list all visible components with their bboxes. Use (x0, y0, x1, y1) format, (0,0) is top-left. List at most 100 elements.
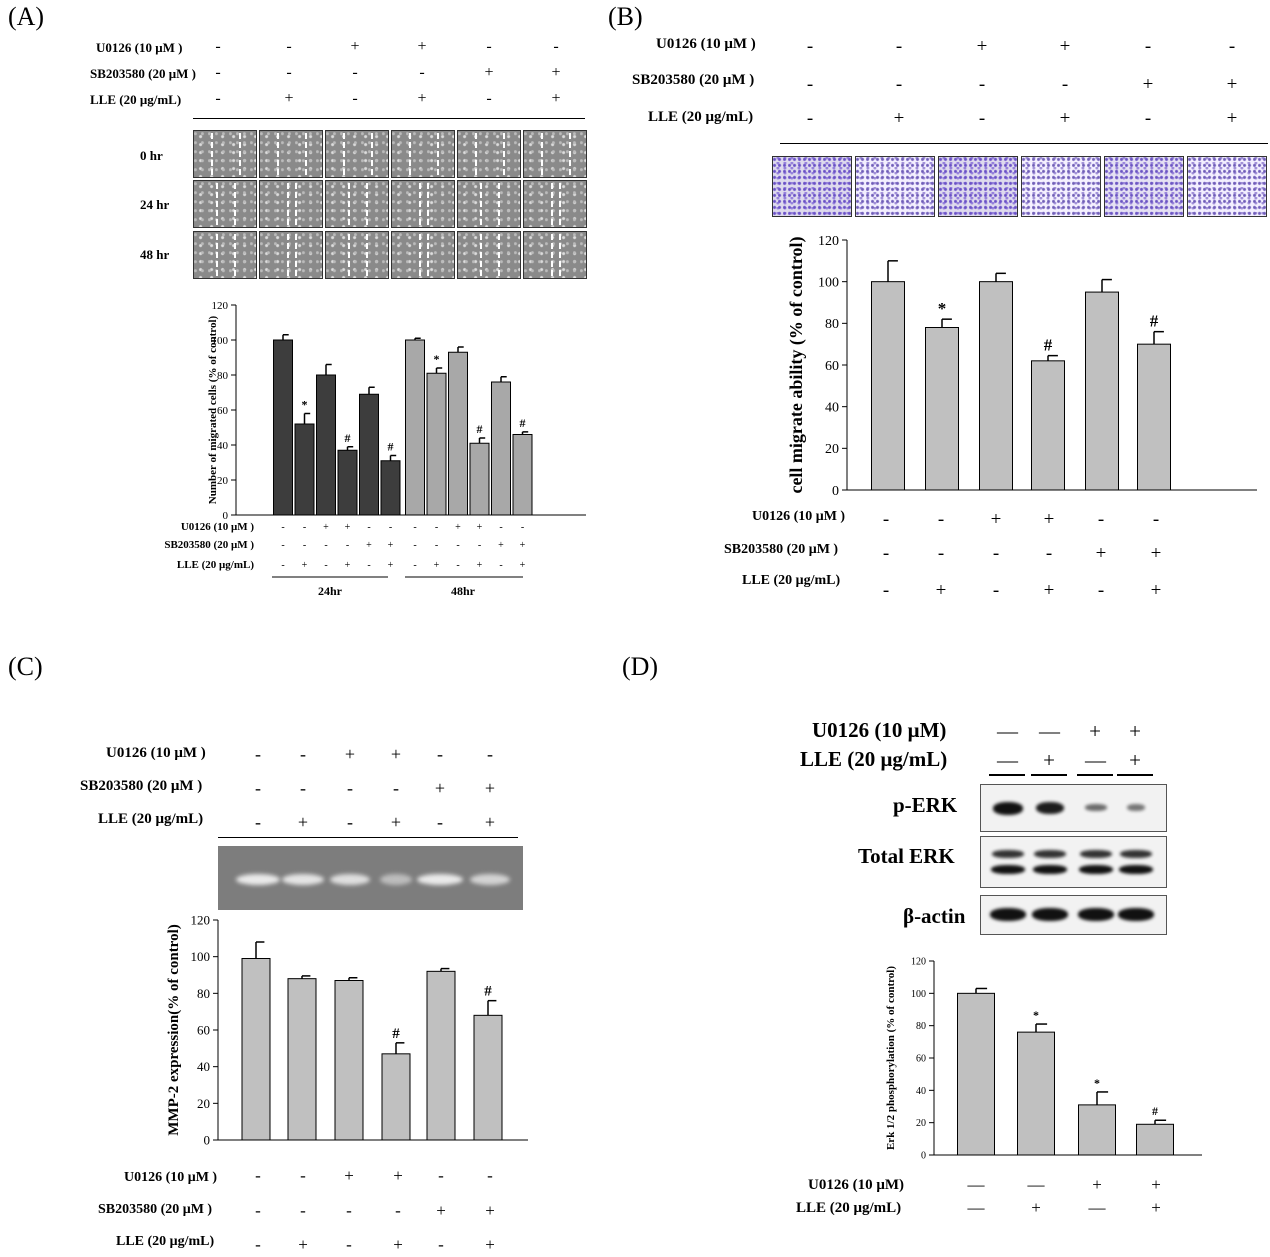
d-u0126-sign-1: — (1039, 719, 1060, 743)
c-zymogram (218, 846, 523, 910)
d-u0126-sign-0: — (997, 719, 1018, 743)
y-tick-label: 80 (217, 370, 229, 382)
b-lle-bottom-sign-1: + (935, 580, 947, 601)
wound-edge-line (480, 234, 482, 276)
wound-image (523, 180, 587, 228)
b-sb-label: SB203580 (20 μM ) (632, 72, 755, 88)
x-condition-sign: - (456, 560, 459, 571)
x-condition-sign: + (520, 540, 526, 551)
blot-label-actin: β-actin (903, 904, 966, 928)
b-sb-sign-5: + (1226, 74, 1238, 95)
b-lle-bottom-sign-5: + (1150, 580, 1162, 601)
x-condition-sign: - (456, 540, 459, 551)
y-tick-label: 100 (818, 276, 839, 291)
b-sb-sign-0: - (806, 74, 814, 95)
blot-membrane (980, 836, 1167, 888)
b-lle-bottom-sign-2: - (992, 580, 1000, 601)
y-axis-label: cell migrate ability (% of control) (786, 236, 807, 493)
a-lle-sign-3: + (417, 90, 427, 107)
chart-a: 0 20 40 60 80 100 120 Number of migrated cells … (164, 300, 586, 598)
bar (316, 374, 336, 516)
d-u0126-bottom-sign-2: + (1092, 1175, 1102, 1194)
significance-mark: # (1044, 336, 1053, 355)
blot-band (1033, 865, 1067, 874)
x-condition-sign: + (388, 540, 394, 551)
blot-band (1036, 802, 1064, 814)
y-axis-label: MMP-2 expression(% of control) (166, 924, 182, 1136)
c-u0126-sign-3: + (390, 744, 402, 764)
x-condition-sign: - (324, 540, 327, 551)
bar (491, 381, 511, 516)
d-lle-bottom-sign-3: + (1151, 1198, 1161, 1217)
wound-edge-line (559, 234, 561, 276)
panel-label-a: (A) (8, 2, 45, 31)
a-u0126-label: U0126 (10 μM ) (96, 40, 183, 55)
significance-mark: * (434, 352, 440, 366)
chart-c: 0 20 40 60 80 100 120 MMP-2 expression(% of con… (166, 913, 528, 1148)
bar (426, 970, 456, 1141)
x-condition-sign: + (477, 522, 483, 533)
d-u0126-label: U0126 (10 μM) (812, 718, 947, 742)
a-u0126-sign-4: - (486, 38, 492, 55)
wound-image (457, 130, 521, 178)
x-condition-sign: + (366, 540, 372, 551)
a-sb-label: SB203580 (20 μM ) (90, 66, 196, 81)
a-sb-sign-2: - (352, 64, 358, 81)
x-condition-sign: - (389, 522, 392, 533)
b-lle-bottom-label: LLE (20 μg/mL) (742, 573, 841, 588)
group-label: 48hr (451, 584, 476, 598)
x-condition-sign: + (498, 540, 504, 551)
wound-image (523, 231, 587, 279)
c-u0126-sign-5: - (487, 744, 493, 764)
y-tick-label: 80 (825, 317, 839, 332)
bar (1137, 343, 1171, 491)
y-tick-label: 120 (911, 957, 926, 968)
wound-image (325, 130, 389, 178)
x-condition-label: SB203580 (20 μM ) (164, 539, 254, 551)
blot-band (1032, 908, 1068, 921)
a-time-48: 48 hr (140, 247, 170, 262)
x-condition-sign: + (345, 560, 351, 571)
y-tick-label: 40 (825, 401, 839, 416)
b-u0126-sign-4: - (1144, 36, 1152, 57)
x-condition-sign: + (302, 560, 308, 571)
y-tick-label: 100 (212, 335, 229, 347)
y-tick-label: 120 (212, 300, 229, 312)
wound-edge-line (277, 133, 279, 175)
c-sb-bottom-sign-1: - (300, 1201, 306, 1220)
blot-label-perk: p-ERK (893, 793, 958, 817)
a-divider (193, 118, 585, 119)
a-sb-sign-4: + (484, 64, 494, 81)
significance-mark: * (938, 299, 947, 318)
panel-label-b: (B) (608, 2, 643, 31)
bar (426, 372, 447, 516)
c-lle-bottom-sign-0: - (255, 1235, 261, 1254)
wound-edge-line (541, 133, 543, 175)
a-sb-sign-1: - (286, 64, 292, 81)
c-lle-label: LLE (20 μg/mL) (98, 811, 204, 827)
b-u0126-bottom-label: U0126 (10 μM ) (752, 509, 846, 524)
c-lle-bottom-sign-3: + (393, 1235, 403, 1254)
blot-band (1119, 865, 1153, 874)
significance-mark: # (392, 1026, 400, 1042)
c-u0126-bottom-sign-3: + (393, 1166, 403, 1185)
blot-band (993, 802, 1023, 815)
transwell-image (855, 156, 935, 217)
wound-image (325, 180, 389, 228)
wound-edge-line (569, 133, 571, 175)
significance-mark: # (1150, 312, 1159, 331)
y-tick-label: 0 (204, 1133, 211, 1148)
x-condition-sign: - (478, 540, 481, 551)
b-sb-bottom-sign-0: - (882, 543, 890, 564)
c-lle-sign-2: - (347, 812, 353, 832)
b-lle-sign-1: + (893, 108, 905, 129)
blot-membrane (980, 784, 1167, 832)
c-sb-sign-2: - (347, 778, 353, 798)
wound-image (193, 231, 257, 279)
d-lle-label: LLE (20 μg/mL) (800, 747, 948, 771)
wound-edge-line (437, 133, 439, 175)
bar (1085, 291, 1119, 491)
y-tick-label: 40 (197, 1059, 210, 1074)
d-lle-bottom-sign-1: + (1031, 1198, 1041, 1217)
b-u0126-bottom-sign-2: + (990, 509, 1002, 530)
